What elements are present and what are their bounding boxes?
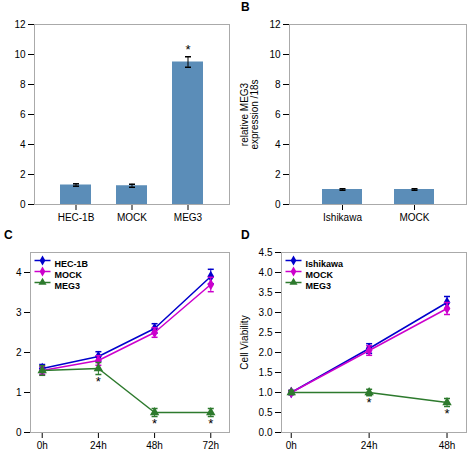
svg-text:48h: 48h	[439, 440, 456, 451]
svg-text:3: 3	[16, 307, 22, 318]
svg-text:MOCK: MOCK	[400, 212, 430, 223]
svg-text:1.0: 1.0	[259, 387, 273, 398]
svg-text:*: *	[185, 42, 190, 57]
svg-text:0: 0	[20, 199, 26, 210]
svg-text:12: 12	[269, 19, 281, 30]
svg-text:0h: 0h	[37, 440, 48, 451]
svg-text:6: 6	[20, 109, 26, 120]
svg-text:MOCK: MOCK	[117, 212, 147, 223]
svg-text:0.5: 0.5	[259, 407, 273, 418]
svg-text:2: 2	[275, 169, 281, 180]
svg-text:10: 10	[14, 49, 26, 60]
svg-text:2.0: 2.0	[259, 347, 273, 358]
svg-text:2: 2	[16, 347, 22, 358]
svg-text:HEC-1B: HEC-1B	[58, 212, 95, 223]
svg-text:10: 10	[269, 49, 281, 60]
svg-text:relative MEG3expression /18s: relative MEG3expression /18s	[239, 79, 260, 149]
svg-text:6: 6	[275, 109, 281, 120]
svg-text:8: 8	[275, 79, 281, 90]
svg-text:MOCK: MOCK	[55, 270, 83, 280]
svg-text:2: 2	[20, 169, 26, 180]
html-text:B: B	[241, 0, 250, 14]
svg-text:0.0: 0.0	[259, 427, 273, 438]
svg-text:4: 4	[16, 267, 22, 278]
svg-text:Ishikawa: Ishikawa	[323, 212, 362, 223]
html-text:D: D	[241, 228, 250, 242]
svg-text:8: 8	[20, 79, 26, 90]
svg-text:3.0: 3.0	[259, 307, 273, 318]
svg-text:3.5: 3.5	[259, 287, 273, 298]
svg-text:0: 0	[275, 199, 281, 210]
svg-text:HEC-1B: HEC-1B	[55, 259, 89, 269]
html-text:C: C	[4, 228, 13, 242]
svg-text:72h: 72h	[202, 440, 219, 451]
svg-text:0h: 0h	[286, 440, 297, 451]
svg-text:MEG3: MEG3	[306, 281, 332, 291]
svg-text:MOCK: MOCK	[306, 270, 334, 280]
svg-text:48h: 48h	[146, 440, 163, 451]
svg-text:4.5: 4.5	[259, 247, 273, 258]
svg-text:Cell Viability: Cell Viability	[239, 315, 250, 369]
svg-text:MEG3: MEG3	[174, 212, 203, 223]
svg-text:1.5: 1.5	[259, 367, 273, 378]
svg-text:*: *	[96, 374, 101, 389]
svg-text:12: 12	[14, 19, 26, 30]
svg-text:2.5: 2.5	[259, 327, 273, 338]
svg-text:*: *	[152, 416, 157, 431]
svg-text:4: 4	[20, 139, 26, 150]
svg-text:24h: 24h	[90, 440, 107, 451]
svg-text:4: 4	[275, 139, 281, 150]
svg-text:*: *	[367, 395, 372, 410]
svg-text:0: 0	[16, 427, 22, 438]
svg-text:*: *	[208, 416, 213, 431]
svg-text:24h: 24h	[361, 440, 378, 451]
svg-text:*: *	[444, 406, 449, 421]
svg-text:MEG3: MEG3	[55, 281, 81, 291]
svg-text:4.0: 4.0	[259, 267, 273, 278]
svg-text:Ishikawa: Ishikawa	[306, 259, 345, 269]
svg-text:1: 1	[16, 387, 22, 398]
